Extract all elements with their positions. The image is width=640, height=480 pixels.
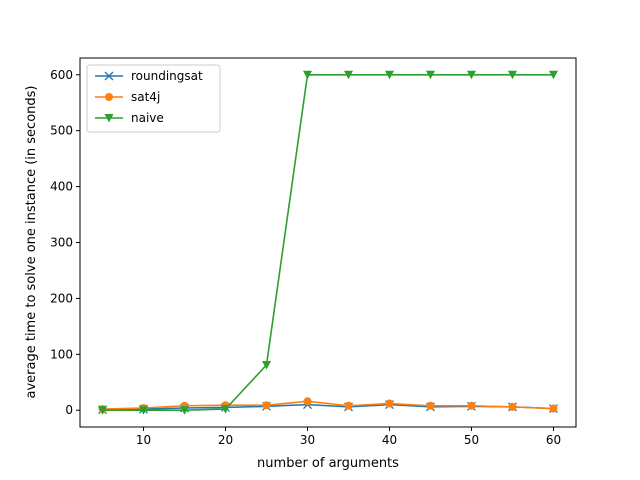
data-point-sat4j-35 <box>344 401 353 410</box>
y-tick-label-400: 400 <box>50 180 73 194</box>
data-point-naive-15 <box>180 406 190 415</box>
data-point-naive-20 <box>221 405 231 414</box>
x-tick-label-30: 30 <box>300 433 315 447</box>
legend: roundingsat sat4j naive <box>86 64 221 133</box>
x-tick-label-20: 20 <box>218 433 233 447</box>
series-line-naive <box>102 73 554 412</box>
data-point-sat4j-30 <box>303 397 312 406</box>
data-point-naive-5 <box>98 406 108 415</box>
data-point-sat4j-55 <box>508 402 517 411</box>
y-axis-label: average time to solve one instance (in s… <box>24 86 39 399</box>
x-tick-label-10: 10 <box>136 433 151 447</box>
legend-marker-sat4j <box>105 93 113 101</box>
y-tick-label-300: 300 <box>50 236 73 250</box>
data-point-naive-10 <box>139 406 149 415</box>
data-point-sat4j-60 <box>549 404 558 413</box>
y-tick-label-100: 100 <box>50 347 73 361</box>
legend-label-naive: naive <box>131 111 164 125</box>
y-tick-label-600: 600 <box>50 68 73 82</box>
legend-marker-roundingsat <box>104 71 114 81</box>
y-tick-label-200: 200 <box>50 291 73 305</box>
data-point-naive-60 <box>548 70 558 80</box>
legend-label-roundingsat: roundingsat <box>131 69 203 83</box>
data-point-naive-55 <box>507 70 517 80</box>
data-point-sat4j-40 <box>385 399 394 408</box>
y-tick-label-0: 0 <box>65 403 73 417</box>
y-tick-label-500: 500 <box>50 124 73 138</box>
data-point-sat4j-25 <box>262 401 271 410</box>
series-line-sat4j <box>102 400 554 410</box>
data-point-sat4j-45 <box>426 401 435 410</box>
data-point-naive-30 <box>303 70 313 80</box>
data-point-sat4j-50 <box>467 401 476 410</box>
x-tick-label-60: 60 <box>546 433 561 447</box>
legend-marker-roundingsat-b <box>104 71 114 81</box>
x-axis-label: number of arguments <box>257 456 399 471</box>
x-tick-label-50: 50 <box>464 433 479 447</box>
plot-area <box>98 70 558 415</box>
data-point-naive-45 <box>425 70 435 80</box>
legend-label-sat4j: sat4j <box>131 90 160 104</box>
data-point-naive-50 <box>466 70 476 80</box>
data-point-naive-40 <box>384 70 394 80</box>
legend-marker-naive <box>104 114 114 123</box>
x-tick-label-40: 40 <box>382 433 397 447</box>
legend-box <box>86 64 221 133</box>
data-point-naive-35 <box>343 70 353 80</box>
data-point-naive-25 <box>262 360 272 370</box>
